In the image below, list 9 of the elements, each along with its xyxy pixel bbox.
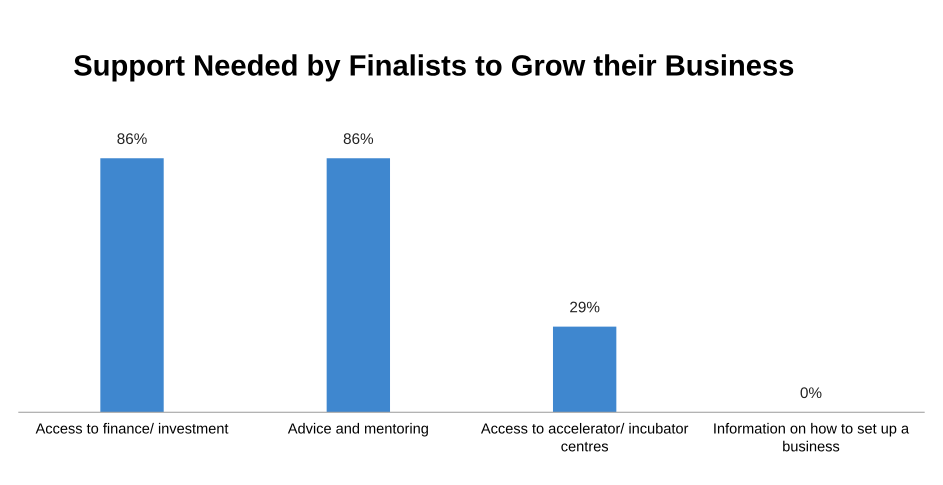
data-label: 29% <box>570 302 600 312</box>
data-label: 0% <box>800 387 822 398</box>
chart-title: Support Needed by Finalists to Grow their Business <box>74 54 794 82</box>
data-label: 86% <box>117 133 147 144</box>
data-label: 86% <box>344 133 374 144</box>
x-tick-label: Access to finance/ investment <box>36 422 228 434</box>
x-tick-label: Advice and mentoring <box>288 422 428 437</box>
x-tick-label: Information on how to set up a business <box>714 422 910 452</box>
x-tick-label: Access to accelerator/ incubator centres <box>480 422 688 452</box>
